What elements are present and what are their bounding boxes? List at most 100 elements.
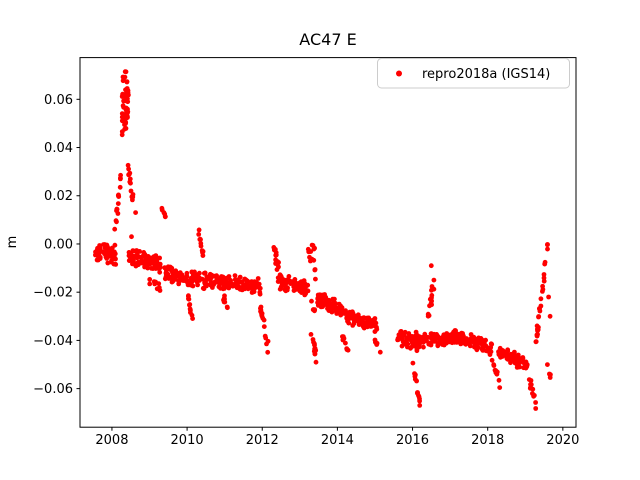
data-point bbox=[173, 268, 179, 274]
data-point bbox=[220, 286, 226, 292]
data-point bbox=[271, 247, 277, 253]
data-point bbox=[355, 312, 361, 318]
data-point bbox=[118, 176, 123, 182]
data-point bbox=[262, 333, 268, 339]
data-point bbox=[112, 261, 118, 267]
data-point bbox=[156, 281, 162, 286]
data-point bbox=[117, 184, 123, 190]
data-point bbox=[372, 316, 378, 321]
data-point bbox=[533, 406, 539, 411]
data-point bbox=[130, 261, 135, 267]
data-point bbox=[374, 342, 380, 347]
data-point bbox=[444, 334, 450, 339]
data-point bbox=[130, 192, 136, 197]
data-point bbox=[125, 110, 130, 116]
data-point bbox=[133, 210, 139, 216]
data-point bbox=[182, 276, 187, 282]
data-point bbox=[292, 277, 298, 282]
data-point bbox=[429, 284, 435, 289]
data-point bbox=[105, 252, 111, 258]
data-point bbox=[222, 293, 227, 299]
data-point bbox=[400, 339, 406, 345]
axes-spines bbox=[79, 57, 577, 428]
data-point bbox=[255, 276, 261, 281]
data-point bbox=[157, 264, 163, 269]
chart-title: AC47 E bbox=[299, 30, 356, 49]
data-point bbox=[273, 257, 278, 263]
data-point bbox=[202, 281, 208, 287]
data-point bbox=[186, 296, 192, 302]
data-point bbox=[541, 278, 547, 284]
y-tick-label: 0.06 bbox=[44, 93, 73, 108]
data-point bbox=[545, 242, 550, 247]
data-point bbox=[254, 280, 260, 286]
data-point bbox=[232, 273, 238, 278]
data-point bbox=[368, 322, 374, 328]
data-point bbox=[350, 309, 355, 315]
data-point bbox=[115, 201, 121, 207]
data-point bbox=[523, 359, 529, 365]
data-point bbox=[118, 172, 123, 178]
data-point bbox=[122, 126, 128, 132]
data-point bbox=[204, 274, 210, 280]
data-point bbox=[346, 312, 351, 318]
data-point bbox=[425, 311, 431, 317]
data-point bbox=[412, 374, 418, 379]
data-point bbox=[542, 261, 548, 267]
data-point bbox=[106, 246, 112, 251]
data-point bbox=[302, 290, 308, 296]
data-point bbox=[414, 348, 420, 354]
data-point bbox=[547, 313, 553, 319]
data-point bbox=[332, 296, 337, 302]
data-point bbox=[309, 298, 314, 304]
data-point bbox=[207, 271, 213, 277]
data-point bbox=[410, 360, 416, 366]
data-point bbox=[122, 69, 128, 75]
data-point bbox=[311, 307, 316, 313]
data-point bbox=[489, 357, 495, 363]
data-point bbox=[124, 113, 130, 119]
x-tick-label: 2010 bbox=[171, 433, 204, 448]
data-point bbox=[126, 250, 132, 255]
data-point bbox=[152, 281, 158, 287]
legend-box bbox=[377, 58, 570, 89]
data-point bbox=[221, 297, 226, 303]
data-point bbox=[119, 118, 125, 124]
x-tick-label: 2018 bbox=[471, 433, 504, 448]
data-point bbox=[415, 390, 420, 396]
data-point bbox=[196, 227, 202, 233]
data-point bbox=[337, 310, 343, 315]
data-point bbox=[524, 364, 530, 369]
data-point bbox=[530, 391, 535, 396]
data-point bbox=[429, 295, 434, 301]
data-point bbox=[432, 338, 438, 344]
data-point bbox=[440, 342, 445, 347]
data-point bbox=[225, 305, 230, 311]
data-point bbox=[416, 333, 421, 339]
data-point bbox=[372, 337, 378, 343]
data-point bbox=[399, 343, 405, 349]
data-point bbox=[286, 274, 292, 279]
data-point bbox=[165, 264, 171, 270]
data-point bbox=[514, 365, 520, 370]
data-point bbox=[116, 194, 122, 200]
data-point bbox=[431, 277, 437, 283]
data-point bbox=[242, 276, 248, 282]
data-point bbox=[351, 317, 357, 322]
data-point bbox=[497, 385, 503, 390]
data-point bbox=[340, 337, 346, 343]
data-point bbox=[260, 315, 266, 321]
data-point bbox=[536, 314, 542, 319]
data-point bbox=[200, 253, 206, 258]
data-point bbox=[125, 88, 131, 93]
data-point bbox=[528, 382, 533, 387]
data-point bbox=[478, 336, 484, 341]
data-point bbox=[435, 333, 440, 339]
data-point bbox=[152, 255, 158, 261]
data-point bbox=[366, 315, 372, 321]
data-point bbox=[126, 171, 132, 177]
data-point bbox=[499, 350, 505, 356]
data-point bbox=[377, 349, 383, 355]
legend-marker-icon bbox=[396, 70, 402, 77]
data-point bbox=[277, 286, 283, 292]
